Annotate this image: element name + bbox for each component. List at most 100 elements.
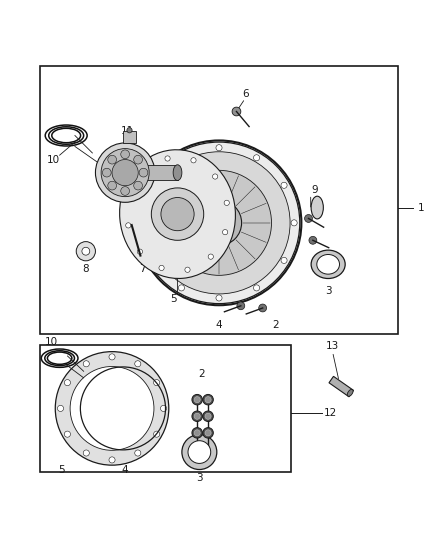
Circle shape: [178, 155, 184, 161]
Text: 10: 10: [44, 337, 57, 346]
Circle shape: [154, 379, 160, 386]
Circle shape: [203, 427, 213, 438]
Circle shape: [216, 295, 222, 301]
Text: 4: 4: [122, 465, 128, 474]
Circle shape: [109, 457, 115, 463]
Bar: [40, 345, 291, 472]
Text: 5: 5: [170, 294, 177, 304]
Bar: [40, 66, 398, 334]
Circle shape: [232, 107, 241, 116]
Circle shape: [151, 257, 157, 263]
Circle shape: [121, 150, 130, 159]
Circle shape: [70, 367, 154, 450]
Circle shape: [137, 249, 142, 254]
Circle shape: [281, 257, 287, 263]
Circle shape: [191, 158, 196, 163]
Ellipse shape: [347, 390, 353, 396]
Circle shape: [192, 411, 202, 422]
Circle shape: [112, 159, 138, 185]
Circle shape: [64, 431, 71, 437]
Circle shape: [160, 405, 166, 411]
Circle shape: [194, 413, 200, 419]
Text: 3: 3: [325, 286, 332, 295]
Circle shape: [82, 247, 90, 255]
Circle shape: [108, 181, 117, 190]
Circle shape: [148, 152, 290, 294]
Ellipse shape: [311, 250, 345, 279]
Circle shape: [208, 254, 213, 259]
Bar: [123, 131, 136, 143]
Circle shape: [135, 450, 141, 456]
Circle shape: [121, 187, 130, 195]
Circle shape: [101, 149, 149, 197]
Circle shape: [126, 223, 131, 228]
Text: 12: 12: [324, 408, 337, 418]
Circle shape: [254, 285, 260, 291]
Text: 2: 2: [198, 369, 205, 379]
Circle shape: [95, 143, 155, 203]
Circle shape: [194, 430, 200, 436]
Ellipse shape: [173, 165, 182, 181]
Circle shape: [196, 200, 242, 246]
Circle shape: [205, 397, 211, 403]
Circle shape: [154, 431, 160, 437]
Text: 13: 13: [326, 341, 339, 351]
Circle shape: [178, 285, 184, 291]
Circle shape: [237, 302, 245, 310]
Circle shape: [182, 434, 217, 470]
Circle shape: [188, 441, 211, 463]
Text: 1: 1: [418, 203, 424, 213]
Circle shape: [205, 208, 233, 237]
Circle shape: [203, 394, 213, 405]
Circle shape: [83, 450, 89, 456]
Text: 5: 5: [59, 465, 65, 474]
Circle shape: [108, 155, 117, 164]
Circle shape: [127, 128, 132, 133]
Bar: [134, 165, 177, 181]
Circle shape: [151, 188, 204, 240]
Circle shape: [166, 171, 272, 276]
Circle shape: [55, 352, 169, 465]
Circle shape: [203, 411, 213, 422]
Text: 8: 8: [82, 264, 89, 273]
Circle shape: [83, 361, 89, 367]
Circle shape: [192, 427, 202, 438]
Text: 4: 4: [215, 320, 223, 330]
Text: 9: 9: [312, 185, 318, 195]
Circle shape: [304, 215, 312, 222]
Circle shape: [134, 155, 142, 164]
Circle shape: [205, 430, 211, 436]
Circle shape: [165, 156, 170, 161]
Circle shape: [141, 220, 147, 226]
Ellipse shape: [311, 196, 323, 219]
Circle shape: [192, 394, 202, 405]
Circle shape: [205, 413, 211, 419]
Circle shape: [194, 397, 200, 403]
Text: 10: 10: [46, 155, 60, 165]
Circle shape: [138, 142, 300, 304]
Circle shape: [135, 361, 141, 367]
Ellipse shape: [120, 150, 236, 278]
Circle shape: [281, 182, 287, 188]
Circle shape: [64, 379, 71, 386]
Circle shape: [291, 220, 297, 226]
Circle shape: [224, 200, 230, 205]
Circle shape: [141, 169, 147, 174]
Circle shape: [259, 304, 267, 312]
Circle shape: [102, 168, 111, 177]
Circle shape: [139, 168, 148, 177]
Circle shape: [159, 265, 164, 271]
Text: 6: 6: [242, 89, 248, 99]
Circle shape: [216, 144, 222, 151]
Text: 7: 7: [139, 264, 146, 273]
Circle shape: [309, 236, 317, 244]
Circle shape: [223, 230, 228, 235]
Text: 11: 11: [121, 126, 134, 136]
Circle shape: [212, 174, 218, 179]
Circle shape: [151, 182, 157, 188]
Ellipse shape: [317, 254, 339, 274]
Circle shape: [76, 241, 95, 261]
Circle shape: [109, 354, 115, 360]
Circle shape: [161, 198, 194, 231]
Circle shape: [254, 155, 260, 161]
